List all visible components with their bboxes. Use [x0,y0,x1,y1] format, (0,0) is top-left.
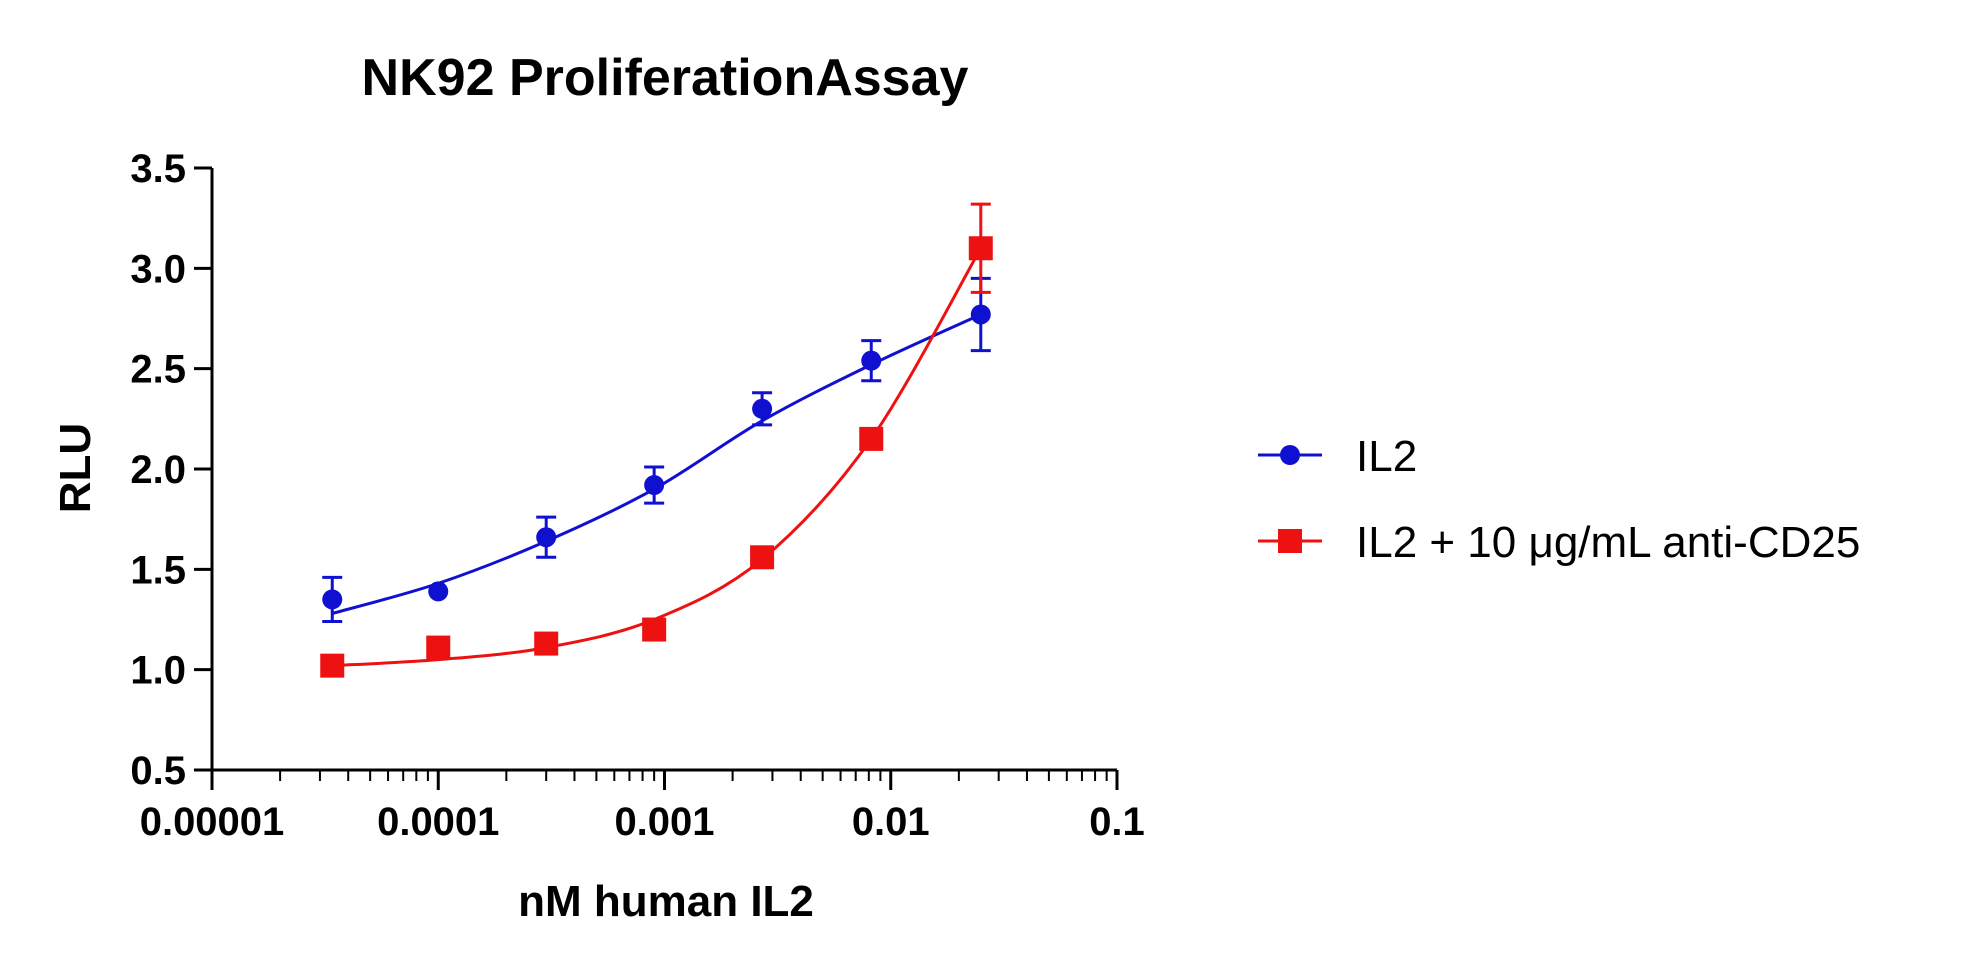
y-tick-label: 3.5 [130,147,186,191]
data-point-il2-anti-cd25 [859,426,884,451]
data-point-il2-anti-cd25 [750,545,775,570]
data-point-il2-anti-cd25 [320,653,345,678]
x-tick-label: 0.0001 [377,800,499,844]
legend-item-il2-anti-cd25: IL2 + 10 μg/mL anti-CD25 [1258,518,1860,567]
plot-area: 0.5 1.0 1.5 2.0 2.5 3.0 3.5 0.00001 0.0001 0.001 0… [130,147,1144,844]
chart-title: NK92 ProliferationAssay [362,49,969,107]
fit-curve-il2-anti-cd25 [332,247,983,668]
data-point-il2 [644,475,665,496]
data-point-il2 [861,350,882,371]
y-axis-label: RLU [51,423,100,513]
data-point-il2-anti-cd25 [534,631,559,656]
y-tick-label: 2.0 [130,448,186,492]
x-tick-label: 0.01 [852,800,930,844]
data-point-il2-anti-cd25 [426,635,451,660]
legend-item-il2: IL2 [1258,432,1417,481]
y-tick-label: 1.5 [130,548,186,592]
data-point-il2 [752,398,773,419]
y-tick-label: 3.0 [130,247,186,291]
data-point-il2 [322,589,343,610]
data-point-il2 [428,581,449,602]
data-point-il2-anti-cd25 [968,236,993,261]
y-tick-label: 0.5 [130,749,186,793]
legend-marker-il2 [1280,445,1300,465]
x-tick-label: 0.00001 [140,800,285,844]
legend: IL2 IL2 + 10 μg/mL anti-CD25 [1258,432,1860,567]
x-axis-label: nM human IL2 [518,877,814,926]
data-point-il2 [536,527,557,548]
data-point-il2 [970,304,991,325]
data-point-il2-anti-cd25 [642,617,667,642]
legend-label-il2: IL2 [1356,432,1417,481]
y-tick-label: 1.0 [130,649,186,693]
legend-label-il2-anti-cd25: IL2 + 10 μg/mL anti-CD25 [1356,518,1860,567]
fit-curve-il2 [331,313,982,615]
y-tick-label: 2.5 [130,348,186,392]
legend-marker-il2-anti-cd25 [1278,529,1302,553]
x-tick-label: 0.001 [614,800,714,844]
x-tick-label: 0.1 [1089,800,1145,844]
